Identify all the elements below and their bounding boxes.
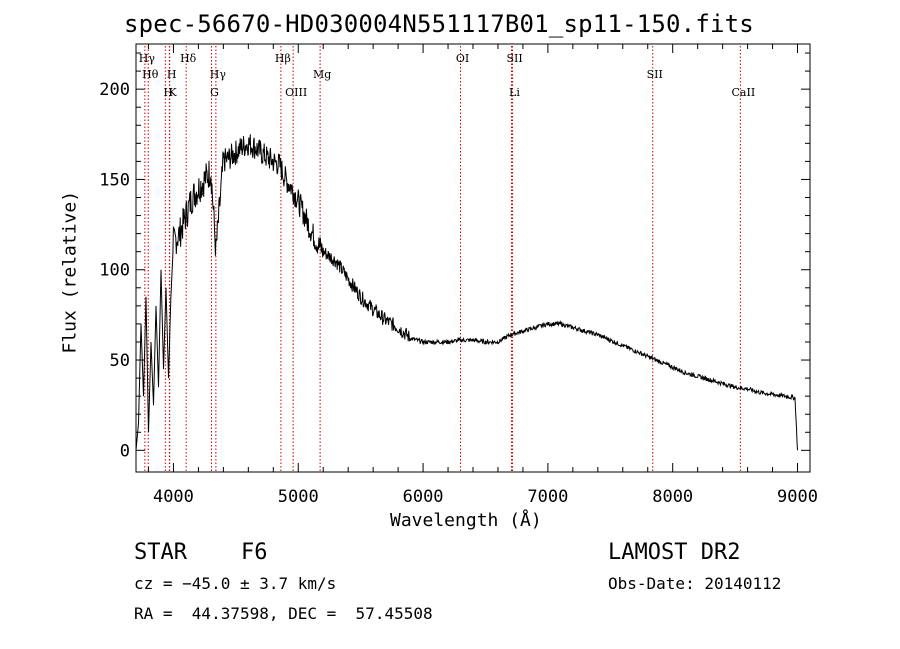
- line-marker-label: Li: [509, 86, 520, 99]
- redshift-velocity: cz = −45.0 ± 3.7 km/s: [134, 574, 337, 593]
- line-marker-label: SII: [647, 68, 663, 81]
- y-tick-label: 200: [99, 80, 130, 100]
- x-tick-label: 4000: [153, 487, 194, 507]
- x-tick-label: 9000: [777, 487, 818, 507]
- line-marker-label: Hγ: [210, 68, 227, 81]
- line-marker-label: OI: [456, 52, 469, 65]
- line-marker-label: K: [168, 86, 177, 99]
- y-tick-label: 150: [99, 170, 130, 190]
- x-axis-label: Wavelength (Å): [390, 510, 542, 531]
- y-tick-label: 100: [99, 261, 130, 281]
- x-tick-label: 7000: [527, 487, 568, 507]
- x-tick-label: 5000: [278, 487, 319, 507]
- object-class: STAR: [134, 540, 187, 565]
- observation-date: Obs-Date: 20140112: [608, 574, 782, 593]
- line-marker-label: G: [210, 86, 219, 99]
- plot-frame: [135, 43, 811, 473]
- y-axis-label: Flux (relative): [59, 190, 81, 354]
- object-subclass: F6: [241, 540, 268, 565]
- line-marker-label: H: [164, 86, 174, 99]
- coordinates: RA = 44.37598, DEC = 57.45508: [134, 604, 433, 623]
- line-marker-label: SII: [506, 52, 522, 65]
- x-tick-label: 8000: [652, 487, 693, 507]
- survey-name: LAMOST DR2: [608, 540, 741, 565]
- chart-title: spec-56670-HD030004N551117B01_sp11-150.f…: [124, 10, 754, 38]
- line-marker-label: CaII: [732, 86, 756, 99]
- y-tick-label: 0: [120, 441, 130, 461]
- line-marker-label: Mg: [313, 68, 331, 81]
- x-tick-label: 6000: [403, 487, 444, 507]
- line-marker-label: Hδ: [180, 52, 197, 65]
- line-marker-label: OIII: [285, 86, 307, 99]
- line-marker-label: H: [167, 68, 177, 81]
- line-marker-label: Hθ: [142, 68, 159, 81]
- line-marker-label: Hβ: [275, 52, 291, 65]
- y-tick-label: 50: [110, 351, 130, 371]
- spectrum-line: [135, 134, 798, 451]
- line-marker-label: Hγ: [139, 52, 156, 65]
